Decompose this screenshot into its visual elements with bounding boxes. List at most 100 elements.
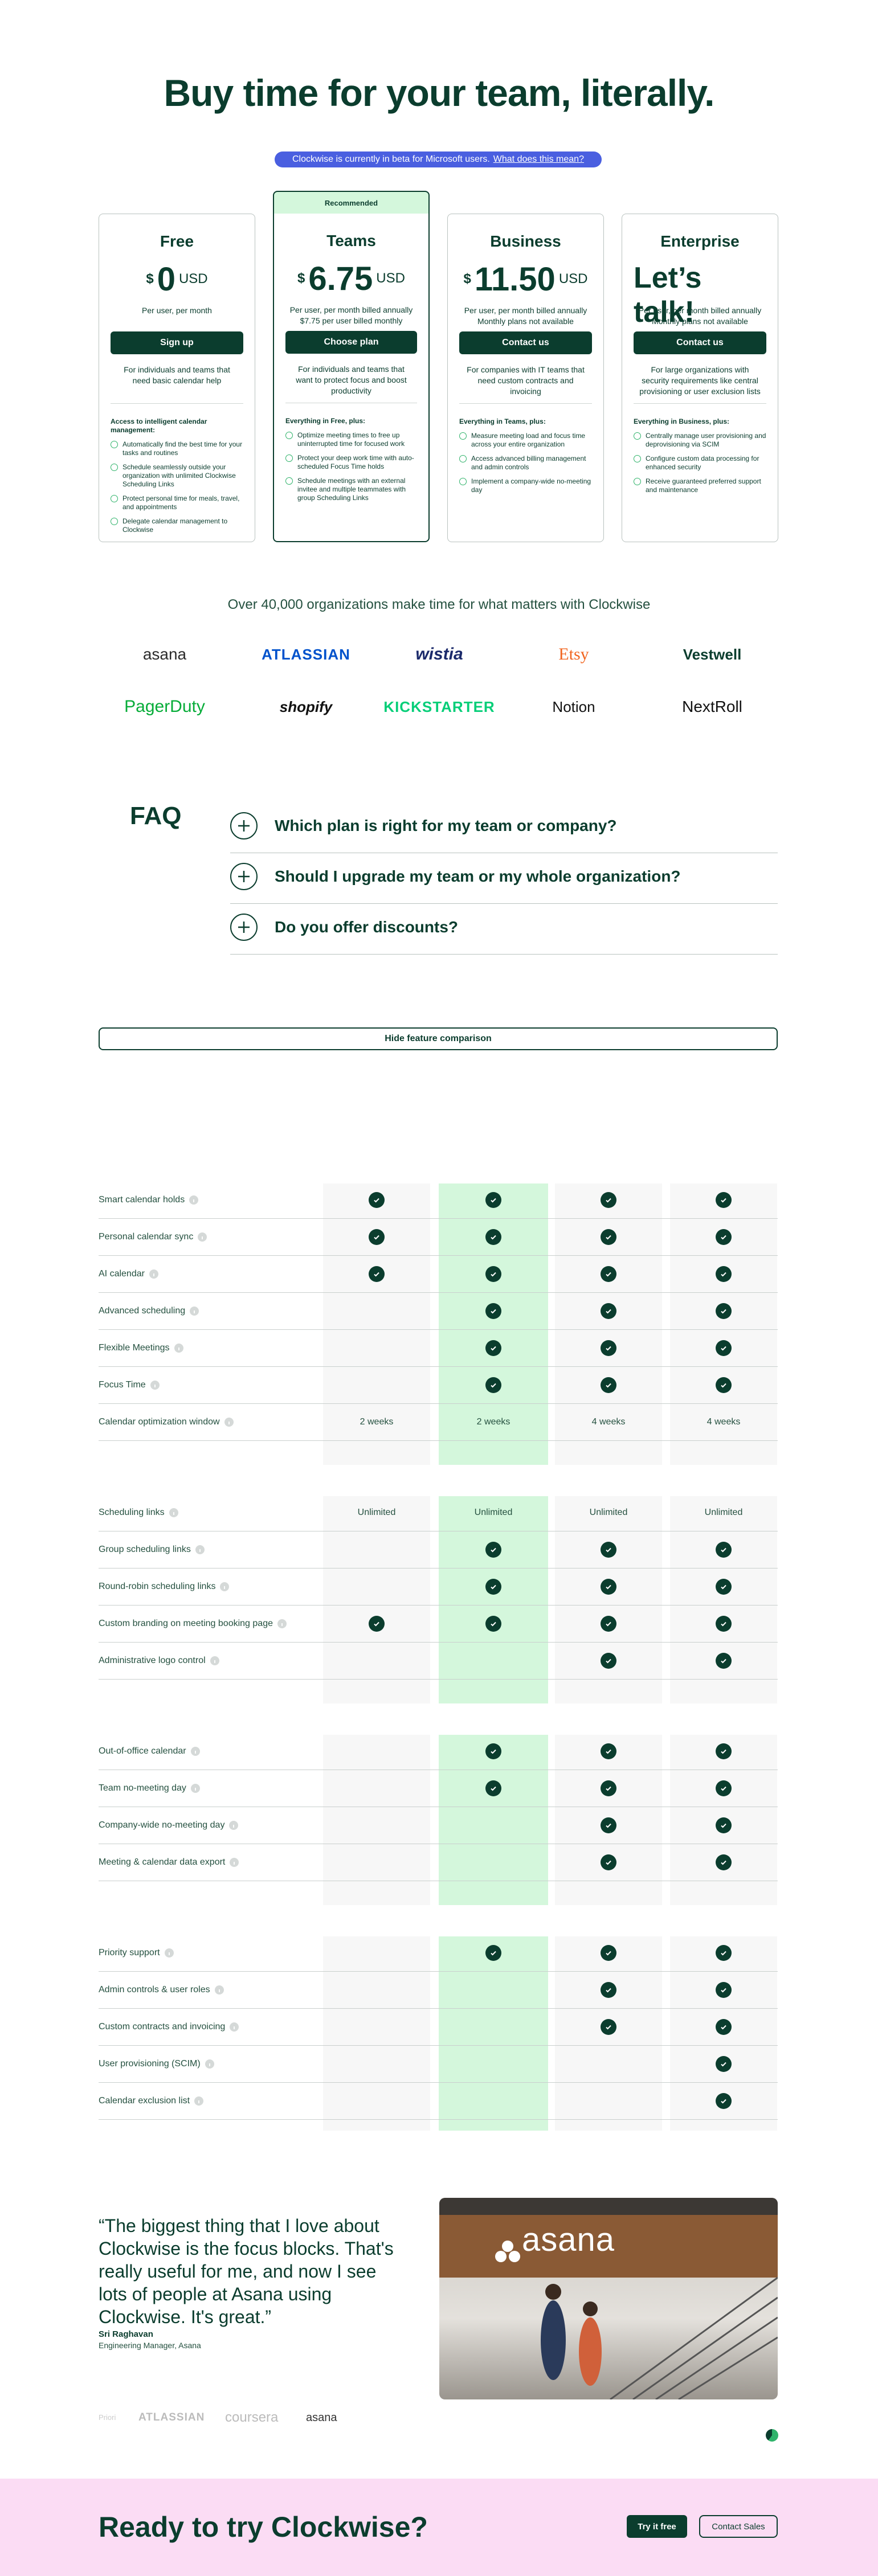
row-divider: [99, 1218, 778, 1219]
company-logo: wistia: [415, 645, 463, 664]
plan-button[interactable]: Contact us: [634, 331, 766, 354]
features-title: Access to intelligent calendar managemen…: [111, 417, 207, 434]
info-icon: [214, 1985, 224, 1995]
row-divider: [99, 2008, 778, 2009]
feature-icon: [285, 477, 293, 485]
feature-label: Team no-meeting day: [99, 1783, 200, 1794]
cta-primary[interactable]: Try it free: [627, 2515, 687, 2538]
check-icon: [716, 1945, 732, 1961]
cell-text: 4 weeks: [707, 1417, 741, 1427]
plan-button[interactable]: Contact us: [459, 331, 592, 354]
plan-price: Let’s talk!: [634, 261, 702, 329]
company-logo: shopify: [279, 698, 333, 715]
feature-text: Access advanced billing management and a…: [471, 454, 586, 471]
info-icon: [229, 1821, 239, 1830]
check-icon: [485, 1229, 501, 1245]
info-icon: [190, 1784, 200, 1793]
expand-icon: [230, 863, 258, 890]
info-icon: [189, 1195, 199, 1205]
faq-title: FAQ: [130, 802, 182, 830]
photo-sign: asana: [522, 2221, 615, 2258]
check-icon: [485, 1579, 501, 1595]
feature-label: Calendar optimization window: [99, 1416, 234, 1428]
faq-item[interactable]: Which plan is right for my team or compa…: [230, 812, 778, 853]
plan-button[interactable]: Sign up: [111, 331, 243, 354]
row-divider: [99, 1403, 778, 1404]
customer-logo: Priori: [99, 2413, 116, 2422]
feature-label: Meeting & calendar data export: [99, 1857, 239, 1868]
faq-question: Which plan is right for my team or compa…: [275, 817, 617, 834]
feature-icon: [634, 478, 641, 485]
check-icon: [601, 1340, 616, 1356]
customer-logo: coursera: [225, 2410, 279, 2425]
beta-banner: Clockwise is currently in beta for Micro…: [275, 151, 602, 167]
check-icon: [601, 1854, 616, 1870]
info-icon: [169, 1508, 178, 1517]
comparison-toggle[interactable]: Hide feature comparison: [99, 1027, 778, 1050]
plan-card: Teams $6.75 USD Per user, per month billed …: [273, 214, 430, 542]
currency: $: [463, 271, 471, 286]
feature-label: Personal calendar sync: [99, 1231, 207, 1243]
divider: [459, 403, 592, 404]
feature-icon: [634, 455, 641, 462]
check-icon: [485, 1266, 501, 1282]
price-note: Monthly plans not available: [652, 317, 748, 326]
features-title: Everything in Business, plus:: [634, 417, 730, 425]
check-icon: [601, 1542, 616, 1558]
features-title: Everything in Teams, plus:: [459, 417, 546, 425]
label-text: Custom branding on meeting booking page: [99, 1619, 273, 1628]
check-icon: [601, 1817, 616, 1833]
check-icon: [716, 1982, 732, 1998]
price-note: $7.75 per user billed monthly: [300, 316, 403, 325]
label-text: Flexible Meetings: [99, 1343, 170, 1353]
plan-name: Enterprise: [660, 232, 740, 250]
company-logo: PagerDuty: [124, 697, 205, 716]
feature-label: Custom contracts and invoicing: [99, 2021, 239, 2033]
info-icon: [194, 2096, 204, 2106]
faq-question: Should I upgrade my team or my whole org…: [275, 867, 681, 885]
feature-label: Smart calendar holds: [99, 1194, 199, 1206]
price-notes: Per user, per month: [142, 305, 212, 327]
plan-button[interactable]: Choose plan: [285, 331, 417, 354]
check-icon: [485, 1377, 501, 1393]
feature-text: Configure custom data processing for enh…: [646, 454, 759, 471]
cell-text: 2 weeks: [360, 1417, 394, 1427]
check-icon: [369, 1266, 385, 1282]
feature-item: Schedule seamlessly outside your organiz…: [111, 463, 243, 489]
check-icon: [716, 1653, 732, 1669]
customer-logo: asana: [306, 2411, 337, 2424]
feature-label: Calendar exclusion list: [99, 2095, 204, 2107]
faq-item[interactable]: Should I upgrade my team or my whole org…: [230, 863, 778, 904]
beta-link[interactable]: What does this mean?: [493, 154, 584, 164]
label-text: Smart calendar holds: [99, 1195, 185, 1205]
check-icon: [601, 1945, 616, 1961]
info-icon: [164, 1948, 174, 1957]
check-icon: [716, 1743, 732, 1759]
info-icon: [210, 1656, 219, 1665]
plan-column: [323, 1496, 430, 1703]
expand-icon: [230, 812, 258, 839]
check-icon: [485, 1780, 501, 1796]
check-icon: [716, 1854, 732, 1870]
company-logo: KICKSTARTER: [383, 698, 495, 715]
feature-item: Access advanced billing management and a…: [459, 454, 592, 472]
check-icon: [716, 1579, 732, 1595]
feature-text: Centrally manage user provisioning and d…: [646, 432, 766, 448]
cta-secondary[interactable]: Contact Sales: [699, 2515, 778, 2538]
check-icon: [369, 1192, 385, 1208]
feature-label: Group scheduling links: [99, 1544, 205, 1555]
faq-item[interactable]: Do you offer discounts?: [230, 914, 778, 955]
price-note: Monthly plans not available: [477, 317, 574, 326]
check-icon: [485, 1303, 501, 1319]
row-divider: [99, 1679, 778, 1680]
plan-price: 11.50: [474, 260, 556, 298]
label-text: Focus Time: [99, 1380, 146, 1390]
feature-label: Company-wide no-meeting day: [99, 1820, 239, 1831]
plan-column: [323, 1936, 430, 2131]
check-icon: [716, 1229, 732, 1245]
row-divider: [99, 2119, 778, 2120]
check-icon: [601, 1579, 616, 1595]
label-text: Scheduling links: [99, 1508, 165, 1517]
check-icon: [601, 1743, 616, 1759]
